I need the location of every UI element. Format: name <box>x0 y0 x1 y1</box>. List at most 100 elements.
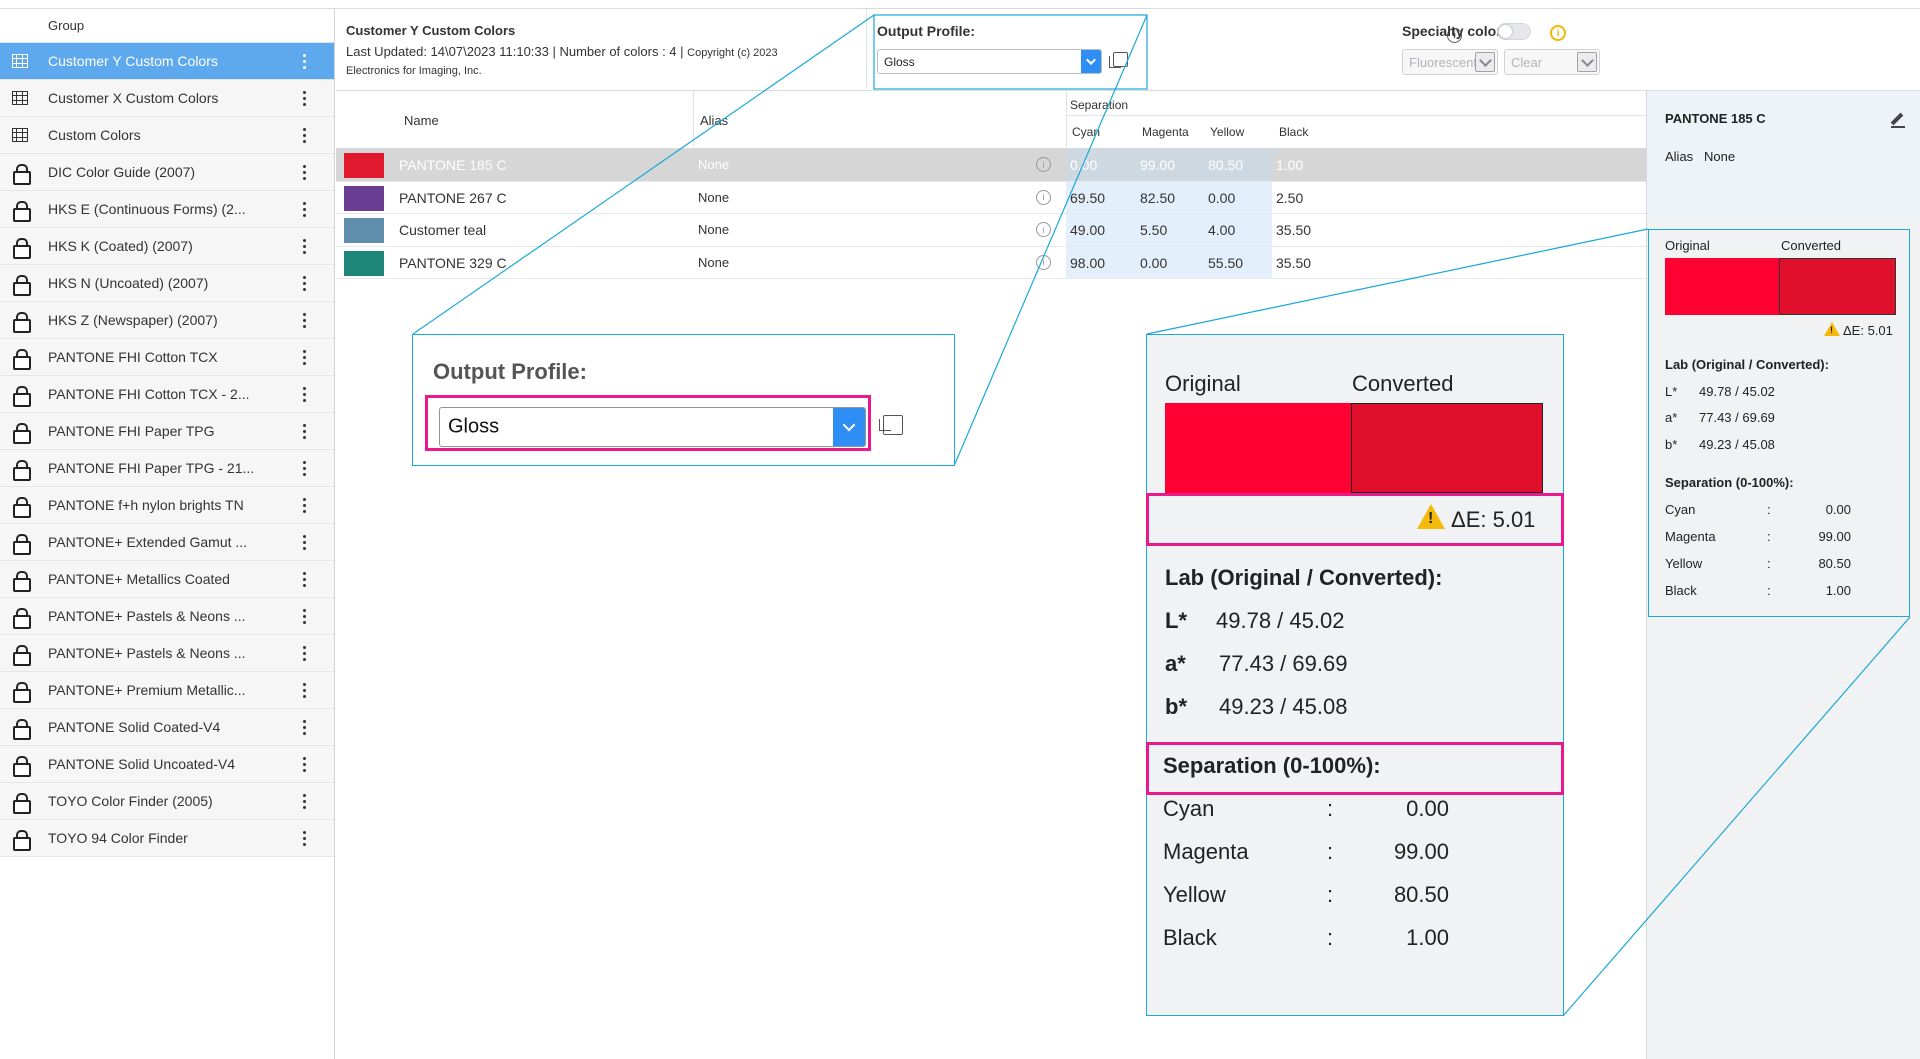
sep-colon: : <box>1327 796 1334 821</box>
group-item[interactable]: TOYO 94 Color Finder <box>0 820 334 857</box>
sep-label: Magenta <box>1163 839 1249 864</box>
output-profile-zoom-select[interactable]: Gloss <box>439 407 866 447</box>
group-item-label: Custom Colors <box>48 127 141 143</box>
col-alias[interactable]: Alias <box>700 113 729 128</box>
group-item-label: PANTONE FHI Cotton TCX <box>48 349 218 365</box>
main-header: Customer Y Custom Colors Last Updated: 1… <box>336 9 1920 91</box>
group-sidebar: Group Customer Y Custom Colors Customer X… <box>0 9 335 1059</box>
lock-icon <box>13 607 31 629</box>
more-options-icon[interactable] <box>292 830 316 846</box>
info-icon[interactable]: i <box>1036 157 1051 172</box>
warning-icon <box>1824 322 1840 336</box>
zoom-original-swatch <box>1165 403 1351 493</box>
group-item[interactable]: PANTONE FHI Cotton TCX <box>0 339 334 376</box>
row-name: PANTONE 329 C <box>399 254 507 271</box>
detail-title: PANTONE 185 C <box>1665 111 1766 126</box>
more-options-icon[interactable] <box>292 53 316 69</box>
sep-label: Black <box>1163 925 1217 950</box>
lock-icon <box>13 718 31 740</box>
color-swatch <box>344 250 384 276</box>
more-options-icon[interactable] <box>292 275 316 291</box>
group-item[interactable]: PANTONE Solid Uncoated-V4 <box>0 746 334 783</box>
group-item[interactable]: HKS K (Coated) (2007) <box>0 228 334 265</box>
l-label: L* <box>1665 384 1678 399</box>
group-item[interactable]: DIC Color Guide (2007) <box>0 154 334 191</box>
zoom-delta-e: ΔE: 5.01 <box>1451 507 1536 532</box>
edit-pencil-icon[interactable] <box>1891 113 1905 128</box>
group-item[interactable]: PANTONE+ Premium Metallic... <box>0 672 334 709</box>
sidebar-header: Group <box>0 9 334 43</box>
more-options-icon[interactable] <box>292 238 316 254</box>
zoom-original-label: Original <box>1165 371 1241 396</box>
col-yellow[interactable]: Yellow <box>1210 125 1245 139</box>
a-value: 77.43 / 69.69 <box>1699 410 1775 425</box>
group-item[interactable]: PANTONE+ Metallics Coated <box>0 561 334 598</box>
info-icon[interactable]: i <box>1036 222 1051 237</box>
chevron-down-icon[interactable] <box>1081 50 1101 73</box>
group-item[interactable]: PANTONE Solid Coated-V4 <box>0 709 334 746</box>
more-options-icon[interactable] <box>292 608 316 624</box>
group-item[interactable]: Customer X Custom Colors <box>0 80 334 117</box>
more-options-icon[interactable] <box>292 793 316 809</box>
more-options-icon[interactable] <box>292 127 316 143</box>
group-item[interactable]: PANTONE FHI Paper TPG - 21... <box>0 450 334 487</box>
row-alias: None <box>698 157 730 172</box>
row-black: 35.50 <box>1276 222 1312 238</box>
group-item[interactable]: HKS N (Uncoated) (2007) <box>0 265 334 302</box>
group-item-label: PANTONE Solid Uncoated-V4 <box>48 756 236 772</box>
group-item[interactable]: Custom Colors <box>0 117 334 154</box>
more-options-icon[interactable] <box>292 645 316 661</box>
sep-label: Cyan <box>1163 796 1215 821</box>
table-row[interactable]: PANTONE 185 C None i 0.00 99.00 80.50 1.00 <box>336 149 1646 182</box>
more-options-icon[interactable] <box>292 571 316 587</box>
more-options-icon[interactable] <box>292 90 316 106</box>
top-strip <box>0 0 1920 9</box>
specialty-colors-toggle[interactable] <box>1497 23 1531 40</box>
group-item[interactable]: PANTONE FHI Cotton TCX - 2... <box>0 376 334 413</box>
output-profile-select[interactable]: Gloss <box>877 49 1102 74</box>
col-name[interactable]: Name <box>404 113 439 128</box>
info-icon[interactable]: i <box>1447 28 1462 43</box>
more-options-icon[interactable] <box>292 386 316 402</box>
sep-label: Magenta <box>1665 529 1716 544</box>
group-item[interactable]: PANTONE+ Pastels & Neons ... <box>0 598 334 635</box>
group-item-label: PANTONE Solid Coated-V4 <box>48 719 221 735</box>
group-item[interactable]: TOYO Color Finder (2005) <box>0 783 334 820</box>
more-options-icon[interactable] <box>292 534 316 550</box>
copy-icon[interactable] <box>879 415 903 435</box>
copy-icon[interactable] <box>1109 52 1128 68</box>
group-item[interactable]: HKS E (Continuous Forms) (2... <box>0 191 334 228</box>
b-value: 49.23 / 45.08 <box>1699 437 1775 452</box>
group-item[interactable]: PANTONE+ Extended Gamut ... <box>0 524 334 561</box>
warning-info-icon[interactable]: i <box>1550 25 1566 41</box>
group-item[interactable]: Customer Y Custom Colors <box>0 43 334 80</box>
col-magenta[interactable]: Magenta <box>1142 125 1189 139</box>
group-item[interactable]: PANTONE FHI Paper TPG <box>0 413 334 450</box>
col-cyan[interactable]: Cyan <box>1072 125 1101 139</box>
copyright-text: Copyright (c) 2023 <box>687 47 778 59</box>
table-row[interactable]: PANTONE 329 C None i 98.00 0.00 55.50 35.50 <box>336 246 1646 279</box>
lock-icon <box>13 755 31 777</box>
lock-icon <box>13 644 31 666</box>
more-options-icon[interactable] <box>292 682 316 698</box>
col-black[interactable]: Black <box>1279 125 1309 139</box>
info-icon[interactable]: i <box>1036 254 1051 270</box>
more-options-icon[interactable] <box>292 719 316 735</box>
more-options-icon[interactable] <box>292 312 316 328</box>
lock-icon <box>13 570 31 592</box>
more-options-icon[interactable] <box>292 460 316 476</box>
info-icon[interactable]: i <box>1036 189 1051 205</box>
more-options-icon[interactable] <box>292 164 316 180</box>
group-item[interactable]: PANTONE f+h nylon brights TN <box>0 487 334 524</box>
chevron-down-icon[interactable] <box>833 408 865 446</box>
more-options-icon[interactable] <box>292 497 316 513</box>
more-options-icon[interactable] <box>292 349 316 365</box>
table-row[interactable]: PANTONE 267 C None i 69.50 82.50 0.00 2.50 <box>336 181 1646 214</box>
table-row[interactable]: Customer teal None i 49.00 5.50 4.00 35.50 <box>336 214 1646 247</box>
more-options-icon[interactable] <box>292 423 316 439</box>
more-options-icon[interactable] <box>292 201 316 217</box>
sep-colon: : <box>1767 556 1771 571</box>
group-item[interactable]: PANTONE+ Pastels & Neons ... <box>0 635 334 672</box>
more-options-icon[interactable] <box>292 756 316 772</box>
group-item[interactable]: HKS Z (Newspaper) (2007) <box>0 302 334 339</box>
